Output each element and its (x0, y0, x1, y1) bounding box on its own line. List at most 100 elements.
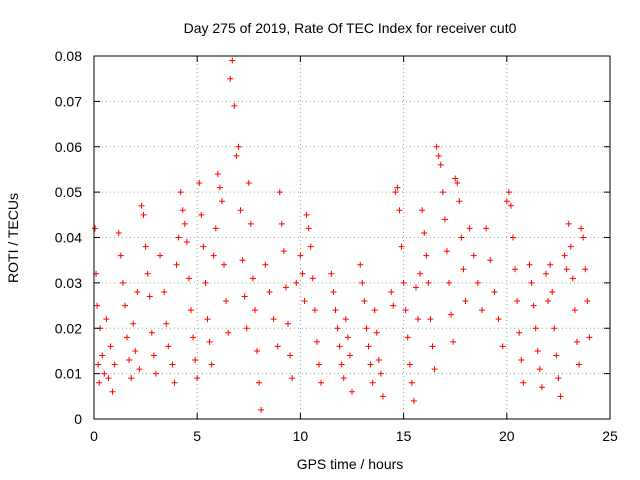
data-point-marker (528, 279, 535, 286)
data-point-marker (289, 375, 296, 382)
data-point-marker (509, 234, 516, 241)
data-point-marker (128, 375, 135, 382)
data-point-marker (373, 329, 380, 336)
data-point-marker (429, 343, 436, 350)
y-tick-label: 0.03 (55, 275, 82, 291)
data-point-marker (553, 352, 560, 359)
data-point-marker (563, 266, 570, 273)
data-point-marker (394, 184, 401, 191)
data-point-marker (173, 261, 180, 268)
data-point-marker (450, 338, 457, 345)
data-point-marker (435, 152, 442, 159)
data-point-marker (262, 261, 269, 268)
data-point-marker (165, 343, 172, 350)
data-point-marker (415, 316, 422, 323)
data-point-marker (132, 347, 139, 354)
data-point-marker (94, 302, 101, 309)
data-point-marker (441, 216, 448, 223)
data-point-marker (460, 266, 467, 273)
data-point-marker (130, 320, 137, 327)
data-point-marker (431, 366, 438, 373)
data-point-marker (417, 270, 424, 277)
data-point-marker (423, 252, 430, 259)
data-point-marker (297, 252, 304, 259)
data-point-marker (543, 270, 550, 277)
data-point-marker (109, 388, 116, 395)
data-point-marker (503, 198, 510, 205)
data-point-marker (210, 252, 217, 259)
data-point-marker (305, 225, 312, 232)
data-point-marker (270, 316, 277, 323)
data-point-marker (148, 329, 155, 336)
data-point-marker (580, 234, 587, 241)
data-point-marker (124, 334, 131, 341)
data-point-marker (196, 180, 203, 187)
data-point-marker (299, 270, 306, 277)
data-point-marker (285, 320, 292, 327)
data-point-marker (249, 275, 256, 282)
data-point-marker (103, 316, 110, 323)
points-layer (92, 57, 593, 413)
data-point-marker (357, 261, 364, 268)
data-point-marker (332, 307, 339, 314)
data-point-marker (578, 225, 585, 232)
data-point-marker (365, 343, 372, 350)
data-point-marker (150, 352, 157, 359)
data-point-marker (247, 220, 254, 227)
data-point-marker (171, 379, 178, 386)
data-point-marker (163, 320, 170, 327)
data-point-marker (512, 266, 519, 273)
data-point-marker (338, 361, 345, 368)
data-point-marker (567, 243, 574, 250)
data-point-marker (549, 288, 556, 295)
data-point-marker (446, 279, 453, 286)
data-point-marker (183, 239, 190, 246)
y-tick-label: 0.07 (55, 93, 82, 109)
data-point-marker (479, 307, 486, 314)
data-point-marker (258, 406, 265, 413)
data-point-marker (276, 189, 283, 196)
data-point-marker (369, 379, 376, 386)
data-point-marker (202, 279, 209, 286)
data-point-marker (557, 393, 564, 400)
x-tick-label: 0 (90, 428, 98, 444)
data-point-marker (328, 270, 335, 277)
axes-layer: 0 5 10 15 20 25 0 0.01 0.02 0.03 0.04 0.05 0.06 0.07 0… (55, 48, 618, 444)
data-point-marker (390, 302, 397, 309)
data-point-marker (458, 234, 465, 241)
y-axis-label: ROTI / TECUs (5, 193, 21, 283)
data-point-marker (280, 248, 287, 255)
data-point-marker (227, 75, 234, 82)
data-point-marker (573, 338, 580, 345)
data-point-marker (301, 298, 308, 305)
data-point-marker (379, 393, 386, 400)
data-point-marker (532, 325, 539, 332)
data-point-marker (448, 311, 455, 318)
data-point-marker (443, 248, 450, 255)
data-point-marker (136, 366, 143, 373)
data-point-marker (487, 257, 494, 264)
data-point-marker (584, 298, 591, 305)
y-tick-label: 0 (74, 411, 82, 427)
data-point-marker (456, 198, 463, 205)
data-point-marker (361, 298, 368, 305)
data-point-marker (206, 338, 213, 345)
data-point-marker (313, 338, 320, 345)
y-tick-label: 0.08 (55, 48, 82, 64)
x-tick-label: 5 (193, 428, 201, 444)
data-point-marker (367, 361, 374, 368)
data-point-marker (555, 375, 562, 382)
data-point-marker (152, 370, 159, 377)
data-point-marker (111, 361, 118, 368)
plot-frame (93, 55, 611, 420)
data-point-marker (526, 261, 533, 268)
data-point-marker (134, 288, 141, 295)
y-tick-label: 0.05 (55, 184, 82, 200)
data-point-marker (569, 275, 576, 282)
data-point-marker (561, 252, 568, 259)
data-point-marker (218, 198, 225, 205)
data-point-marker (534, 347, 541, 354)
data-point-marker (452, 175, 459, 182)
data-point-marker (190, 334, 197, 341)
